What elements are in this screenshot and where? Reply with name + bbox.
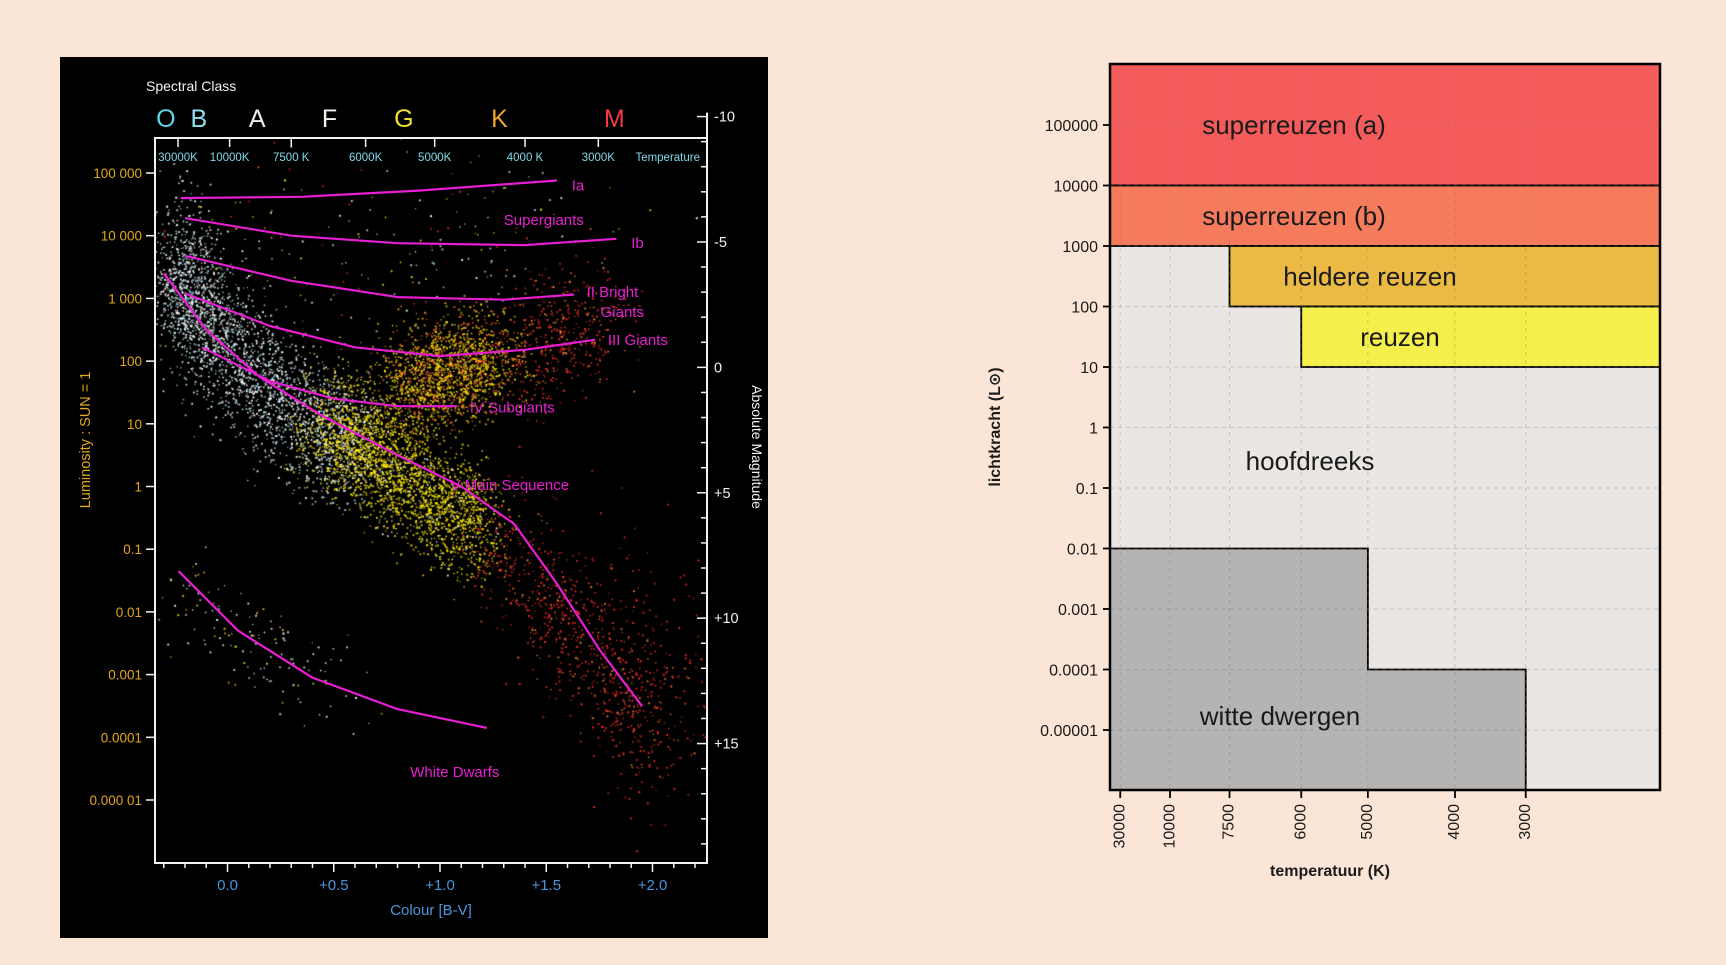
region-y-tick-label: 0.001: [1058, 602, 1098, 619]
hr-temperature-axis-title: Temperature: [635, 152, 700, 164]
region-x-tick-label: 5000: [1359, 804, 1376, 840]
hr-luminosity-tick-label: 100: [119, 354, 142, 369]
hr-temperature-tick-label: 6000K: [349, 152, 383, 164]
region-y-tick-label: 10000: [1054, 179, 1099, 196]
hr-magnitude-tick-label: 0: [714, 360, 722, 376]
region-y-tick-label: 1000: [1062, 239, 1098, 256]
region-y-tick-label: 0.01: [1067, 542, 1098, 559]
hr-luminosity-tick-label: 100 000: [93, 166, 142, 181]
region-band-0: [1109, 63, 1661, 187]
hr-luminosity-class-label-II: Giants: [601, 304, 644, 321]
hr-spectral-class-letter: A: [249, 105, 266, 133]
hr-magnitude-tick-label: +15: [714, 737, 739, 753]
region-band-3: [1300, 305, 1661, 368]
hr-luminosity-tick-label: 1 000: [108, 291, 142, 306]
region-x-axis-title: temperatuur (K): [1270, 863, 1390, 880]
region-label-witte-dwergen: witte dwergen: [1199, 701, 1360, 731]
hr-magnitude-tick-label: +10: [714, 611, 739, 627]
hr-luminosity-class-label-WD: White Dwarfs: [410, 764, 499, 781]
region-x-tick-label: 4000: [1446, 804, 1463, 840]
hr-magnitude-tick-label: +5: [714, 486, 731, 502]
hr-diagram-overlay: Spectral Class O B A F G K M 30000K 10000K 7500 K 6…: [78, 78, 765, 919]
region-y-tick-label: 1: [1089, 421, 1098, 438]
hr-luminosity-tick-label: 0.1: [123, 542, 142, 557]
hr-luminosity-class-line-III: [184, 292, 596, 358]
hr-colour-axis-title: Colour [B-V]: [390, 902, 472, 919]
region-y-tick-label: 100000: [1045, 118, 1098, 135]
hr-luminosity-tick-label: 10 000: [101, 229, 142, 244]
region-y-axis-title: lichtkracht (L⊙): [987, 367, 1004, 486]
hr-temperature-tick-label: 30000K: [158, 152, 198, 164]
hr-luminosity-class-label-II: II Bright: [587, 284, 640, 301]
hr-luminosity-tick-label: 10: [127, 417, 142, 432]
hr-magnitude-tick-label: -5: [714, 235, 727, 251]
hr-luminosity-tick-label: 0.01: [116, 605, 142, 620]
hr-luminosity-class-label-III: III Giants: [608, 332, 668, 349]
hr-luminosity-class-label-Ib: Ib: [631, 235, 644, 252]
hr-temperature-tick-label: 10000K: [210, 152, 250, 164]
hr-spectral-class-letter: M: [604, 105, 625, 133]
hr-colour-tick-label: +2.0: [638, 877, 668, 894]
region-y-tick-label: 10: [1080, 360, 1098, 377]
hr-colour-tick-label: 0.0: [217, 877, 238, 894]
region-x-tick-label: 3000: [1517, 804, 1534, 840]
hr-luminosity-class-line-V: [162, 272, 643, 707]
hr-luminosity-class-label-V: V Main Sequence: [451, 477, 569, 494]
hr-luminosity-class-label-Ia: Ia: [572, 178, 585, 195]
hr-spectral-class-letter: O: [156, 105, 175, 133]
region-x-tick-label: 30000: [1111, 804, 1128, 849]
region-y-tick-label: 0.0001: [1049, 663, 1098, 680]
region-y-tick-label: 0.00001: [1040, 723, 1098, 740]
hr-luminosity-class-label-IV: IV Subgiants: [470, 399, 555, 416]
hr-colour-tick-label: +1.0: [425, 877, 455, 894]
hr-luminosity-class-line-Ib: [184, 217, 617, 247]
hr-luminosity-class-label-Supergiants: Supergiants: [504, 212, 584, 229]
hr-luminosity-tick-label: 1: [134, 480, 142, 495]
hr-plot-frame: [154, 137, 708, 864]
region-label-reuzen: reuzen: [1360, 322, 1440, 352]
hr-spectral-class-letter: G: [394, 105, 413, 133]
hr-luminosity-tick-label: 0.0001: [101, 730, 142, 745]
hr-temperature-tick-label: 5000K: [418, 152, 452, 164]
luminosity-region-chart-panel: 100000 10000 1000 100 10 1 0.1 0.01 0.001 0.0001 0…: [940, 30, 1726, 910]
luminosity-region-chart: 100000 10000 1000 100 10 1 0.1 0.01 0.001 0.0001 0…: [987, 62, 1662, 880]
hr-top-axis-title: Spectral Class: [146, 78, 236, 94]
hr-luminosity-class-line-IV: [201, 346, 457, 408]
hr-luminosity-class-line-WD: [177, 570, 488, 729]
hr-luminosity-tick-label: 0.000 01: [89, 793, 142, 808]
hr-spectral-class-letter: K: [491, 105, 508, 133]
hr-colour-tick-label: +1.5: [531, 877, 561, 894]
region-y-tick-label: 100: [1071, 300, 1098, 317]
region-x-tick-label: 10000: [1161, 804, 1178, 849]
hr-magnitude-tick-label: -10: [714, 110, 735, 126]
region-label-superreuzen-b: superreuzen (b): [1202, 201, 1386, 231]
hr-diagram-panel: Spectral Class O B A F G K M 30000K 10000K 7500 K 6…: [60, 57, 768, 938]
region-label-superreuzen-a: superreuzen (a): [1202, 110, 1386, 140]
hr-magnitude-axis-title: Absolute Magnitude: [749, 385, 765, 509]
hr-luminosity-axis-title: Luminosity : SUN = 1: [78, 372, 94, 509]
hr-colour-tick-label: +0.5: [319, 877, 349, 894]
region-x-tick-label: 7500: [1221, 804, 1238, 840]
region-band-1: [1109, 184, 1661, 247]
region-label-hoofdreeks: hoofdreeks: [1246, 446, 1375, 476]
hr-luminosity-class-line-Ia: [180, 179, 557, 200]
hr-scatter-canvas: [60, 57, 768, 938]
hr-luminosity-class-line-II: [184, 254, 574, 301]
hr-temperature-tick-label: 7500 K: [273, 152, 310, 164]
hr-temperature-tick-label: 4000 K: [507, 152, 544, 164]
hr-spectral-class-letter: F: [322, 105, 337, 133]
hr-luminosity-tick-label: 0.001: [108, 668, 142, 683]
region-x-tick-label: 6000: [1292, 804, 1309, 840]
hr-temperature-tick-label: 3000K: [582, 152, 616, 164]
region-y-tick-label: 0.1: [1076, 481, 1098, 498]
hr-spectral-class-letter: B: [190, 105, 207, 133]
region-label-heldere-reuzen: heldere reuzen: [1283, 261, 1456, 291]
